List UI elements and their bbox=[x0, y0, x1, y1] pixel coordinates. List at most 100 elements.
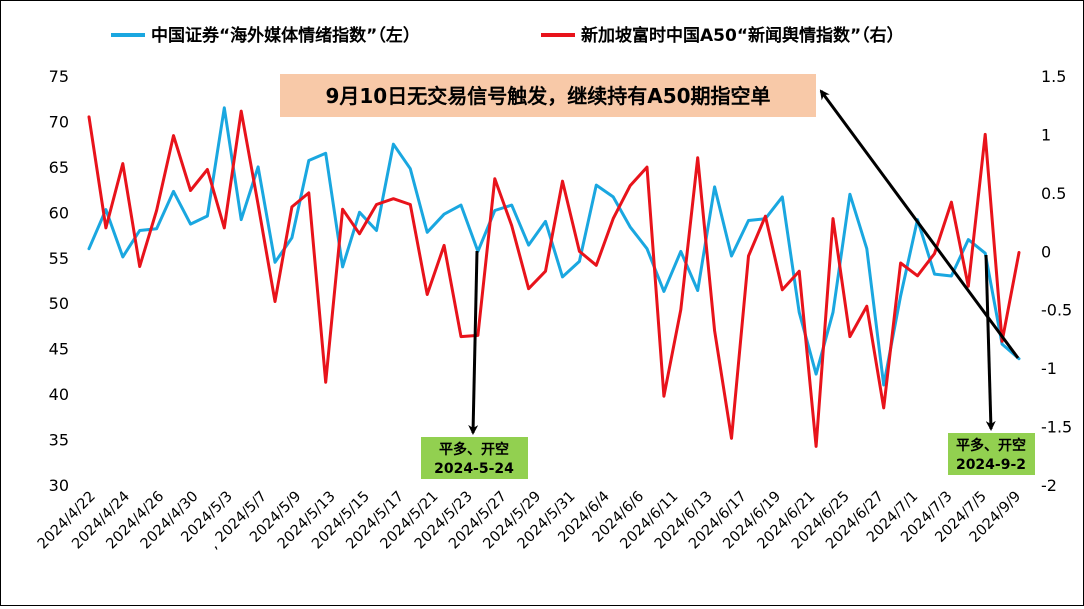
series-2-point-21 bbox=[442, 244, 446, 247]
series-1-point-15 bbox=[341, 265, 344, 269]
legend-label-series-2: 新加坡富时中国A50“新闻舆情指数”（右） bbox=[581, 25, 904, 46]
callout-arrow bbox=[819, 89, 1020, 359]
y-left-tick-3: 45 bbox=[49, 340, 69, 359]
series-1-point-43 bbox=[814, 372, 818, 376]
series-lines bbox=[87, 106, 1021, 448]
y-left-tick-6: 60 bbox=[49, 203, 69, 222]
series-1-point-54 bbox=[1000, 342, 1004, 346]
y-right-tick-6: 1 bbox=[1041, 125, 1051, 144]
y-right-tick-1: -1.5 bbox=[1041, 418, 1072, 437]
series-2-point-36 bbox=[696, 156, 699, 159]
signal-box-1-line-2: 2024-5-24 bbox=[434, 461, 514, 477]
series-2-point-49 bbox=[916, 274, 919, 277]
series-2-point-3 bbox=[138, 265, 141, 268]
series-2-point-39 bbox=[747, 254, 750, 258]
y-right-tick-4: 0 bbox=[1041, 242, 1051, 261]
series-2-point-43 bbox=[814, 445, 818, 448]
signal-box-1-bg bbox=[421, 437, 528, 479]
series-1-point-52 bbox=[967, 238, 970, 241]
series-2-point-52 bbox=[967, 285, 970, 288]
series-2-point-45 bbox=[848, 335, 852, 338]
series-2-point-17 bbox=[375, 203, 378, 206]
y-right-tick-0: -2 bbox=[1041, 476, 1057, 495]
series-2-point-15 bbox=[341, 208, 344, 211]
series-2-point-44 bbox=[831, 217, 835, 220]
series-2-point-28 bbox=[561, 180, 564, 183]
series-1-point-12 bbox=[290, 236, 294, 239]
series-1-point-17 bbox=[375, 229, 378, 232]
series-2-point-48 bbox=[899, 261, 902, 265]
series-1-point-13 bbox=[307, 159, 310, 162]
y-left-tick-4: 50 bbox=[49, 294, 69, 313]
series-2-point-11 bbox=[273, 300, 277, 303]
series-1-point-5 bbox=[172, 190, 175, 193]
series-2-point-26 bbox=[527, 287, 530, 290]
series-1-point-38 bbox=[730, 254, 733, 258]
series-2-point-42 bbox=[798, 270, 801, 273]
series-1-point-21 bbox=[442, 213, 446, 216]
y-right-tick-3: -0.5 bbox=[1041, 301, 1072, 320]
series-2-point-53 bbox=[984, 133, 987, 136]
series-1-point-9 bbox=[240, 218, 243, 221]
series-1-point-42 bbox=[798, 311, 801, 314]
series-2-point-20 bbox=[426, 293, 429, 296]
series-2-point-24 bbox=[493, 177, 496, 180]
series-2-point-50 bbox=[933, 252, 936, 255]
signal-box-2: 平多、开空 2024-9-2 bbox=[948, 433, 1035, 475]
signal-box-2-line-2: 2024-9-2 bbox=[956, 457, 1026, 473]
series-2-point-12 bbox=[290, 205, 294, 209]
series-1-point-47 bbox=[882, 383, 885, 387]
series-1-point-1 bbox=[104, 208, 108, 211]
y-left-tick-7: 65 bbox=[49, 158, 69, 177]
signal-arrow-2 bbox=[984, 254, 996, 431]
series-1-point-35 bbox=[679, 250, 682, 253]
series-1-point-44 bbox=[831, 311, 835, 314]
series-1-point-20 bbox=[426, 231, 429, 234]
series-2-point-30 bbox=[595, 264, 598, 267]
series-2-point-37 bbox=[713, 329, 716, 332]
series-2-point-18 bbox=[392, 197, 395, 200]
series-1-point-2 bbox=[121, 255, 125, 259]
series-1-point-4 bbox=[155, 227, 158, 230]
series-1-point-11 bbox=[273, 261, 277, 264]
series-2-point-22 bbox=[459, 335, 463, 338]
series-2-point-13 bbox=[307, 191, 310, 195]
series-1-point-32 bbox=[628, 225, 632, 229]
series-2-point-5 bbox=[172, 134, 175, 137]
signal-box-2-line-1: 平多、开空 bbox=[956, 437, 1026, 454]
series-1-point-25 bbox=[510, 203, 513, 207]
series-1-point-24 bbox=[493, 209, 496, 212]
series-1-point-27 bbox=[544, 220, 547, 223]
series-2-point-7 bbox=[206, 168, 209, 171]
series-1-point-30 bbox=[595, 183, 598, 187]
series-2-point-47 bbox=[882, 406, 885, 410]
series-1-point-34 bbox=[662, 290, 666, 293]
series-2-point-1 bbox=[104, 226, 108, 230]
y-left-tick-9: 75 bbox=[49, 67, 69, 86]
series-1-point-31 bbox=[612, 195, 615, 199]
series-2-point-2 bbox=[121, 162, 125, 165]
y-left-tick-8: 70 bbox=[49, 112, 69, 131]
series-1-point-26 bbox=[527, 243, 530, 247]
legend: 中国证券“海外媒体情绪指数”（左） 新加坡富时中国A50“新闻舆情指数”（右） bbox=[111, 25, 904, 46]
series-2-point-46 bbox=[865, 305, 868, 308]
series-2-point-14 bbox=[324, 381, 327, 384]
series-2-point-27 bbox=[544, 270, 547, 273]
series-2-point-32 bbox=[628, 184, 632, 187]
series-1-point-7 bbox=[206, 214, 209, 218]
series-1-point-28 bbox=[561, 275, 564, 279]
y-left-tick-5: 55 bbox=[49, 249, 69, 268]
y-right-tick-2: -1 bbox=[1041, 359, 1057, 378]
signal-box-1: 平多、开空 2024-5-24 bbox=[421, 437, 528, 479]
series-2-point-9 bbox=[240, 109, 243, 113]
series-2-point-8 bbox=[223, 226, 226, 230]
y-right-tick-5: 0.5 bbox=[1041, 184, 1066, 203]
series-2-point-16 bbox=[358, 232, 361, 235]
series-1-point-41 bbox=[781, 195, 784, 199]
signal-box-1-line-1: 平多、开空 bbox=[439, 441, 509, 458]
y-left-tick-1: 35 bbox=[49, 431, 69, 450]
series-2-point-31 bbox=[612, 217, 615, 220]
series-1-point-19 bbox=[409, 167, 412, 170]
series-2-point-6 bbox=[189, 189, 192, 192]
